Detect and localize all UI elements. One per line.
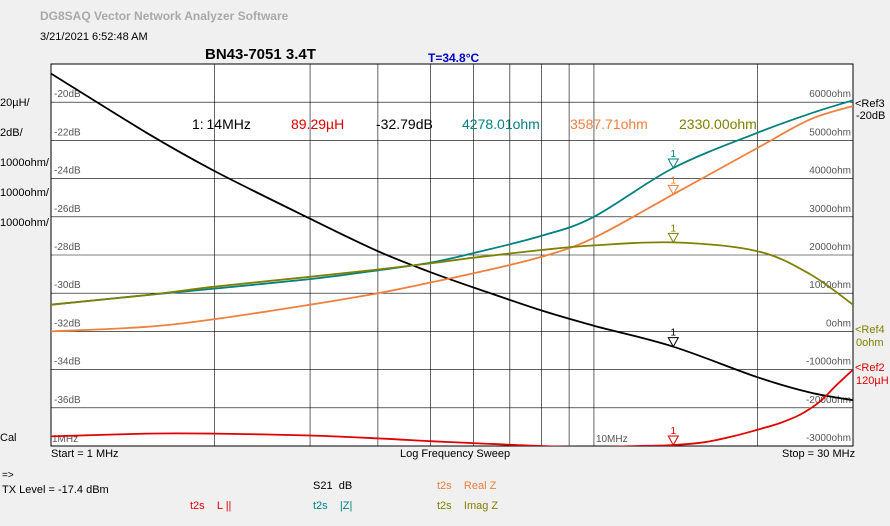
left-tick-label: -24dB: [54, 166, 81, 177]
marker-number: 1: [671, 223, 677, 234]
ref3-value: -20dB: [856, 110, 886, 122]
marker-triangle: [667, 158, 680, 170]
legend-name: L ||: [216, 500, 232, 512]
right-tick-label: 5000ohm: [809, 127, 851, 138]
scale-label-imagz: 1000ohm/: [0, 217, 49, 229]
timestamp: 3/21/2021 6:52:48 AM: [40, 31, 148, 43]
absz-trace: [51, 99, 853, 306]
sweep-start: Start = 1 MHz: [51, 448, 119, 460]
scale-label-realz: 1000ohm/: [0, 187, 49, 199]
legend-name: Real Z: [463, 480, 497, 492]
legend-prefix: t2s: [313, 500, 328, 512]
marker-number: 1: [671, 149, 677, 160]
traces: [51, 72, 853, 446]
right-tick-label: 2000ohm: [809, 242, 851, 253]
legend-name: dB: [338, 480, 353, 492]
legend-name: |Z|: [339, 500, 353, 512]
marker-id: 1:: [192, 116, 204, 132]
scale-label-inductance: 20µH/: [0, 97, 30, 109]
left-tick-label: -20dB: [54, 89, 81, 100]
left-tick-label: -26dB: [54, 204, 81, 215]
sweep-stop: Stop = 30 MHz: [782, 448, 856, 460]
right-tick-label: -2000ohm: [806, 395, 851, 406]
legend-prefix: t2s: [190, 500, 205, 512]
sweep-mode: Log Frequency Sweep: [400, 448, 511, 460]
right-tick-label: 3000ohm: [809, 204, 851, 215]
marker-number: 1: [671, 328, 677, 339]
inductance-trace: [51, 368, 853, 446]
legend-prefix: S21: [313, 480, 333, 492]
marker-readout-label: 1: 14MHz: [192, 116, 251, 132]
marker-freq: 14MHz: [206, 116, 251, 132]
s21-db-trace: [51, 72, 853, 402]
left-tick-label: -36dB: [54, 395, 81, 406]
legend-prefix: t2s: [437, 480, 452, 492]
legend-item-realz[interactable]: t2s Real Z: [437, 480, 496, 492]
right-tick-label: 4000ohm: [809, 166, 851, 177]
ref2-label: <Ref2: [855, 362, 885, 374]
realz-trace: [51, 105, 853, 333]
marker-number: 1: [671, 175, 677, 186]
left-tick-label: -22dB: [54, 127, 81, 138]
legend-item-inductance[interactable]: t2s L ||: [190, 500, 231, 512]
legend-name: Imag Z: [463, 500, 499, 512]
imagz-trace: [51, 241, 853, 306]
ref4-label: <Ref4: [855, 324, 885, 336]
readout-realz: 3587.71ohm: [570, 116, 648, 132]
marker-number: 1: [671, 426, 677, 437]
right-tick-label: 6000ohm: [809, 89, 851, 100]
x-tick-label: 10MHz: [596, 434, 628, 445]
legend-item-absz[interactable]: t2s |Z|: [313, 500, 352, 512]
axis-ticks: -20dB -22dB -24dB -26dB -28dB -30dB -32dB -34dB…: [52, 89, 851, 445]
right-tick-label: -1000ohm: [806, 357, 851, 368]
cal-label[interactable]: Cal: [0, 432, 17, 444]
readout-inductance: 89.29µH: [291, 116, 345, 132]
marker-triangle: [667, 337, 680, 348]
legend-item-s21[interactable]: S21 dB: [313, 480, 352, 492]
ref4-value: 0ohm: [856, 337, 884, 349]
left-tick-label: -28dB: [54, 242, 81, 253]
ref2-value: 120µH: [856, 375, 889, 387]
marker-triangle: [667, 435, 680, 447]
temperature-readout: T=34.8°C: [428, 51, 480, 65]
chart-title: BN43-7051 3.4T: [205, 46, 316, 63]
grid: [51, 64, 853, 446]
readout-imagz: 2330.00ohm: [679, 116, 757, 132]
left-tick-label: -34dB: [54, 357, 81, 368]
ref3-label: <Ref3: [855, 98, 885, 110]
readout-absz: 4278.01ohm: [462, 116, 540, 132]
right-tick-label: 0ohm: [826, 318, 851, 329]
marker-triangle: [667, 232, 680, 244]
legend-prefix: t2s: [437, 500, 452, 512]
scale-label-db: 2dB/: [0, 127, 23, 139]
tx-level: TX Level = -17.4 dBm: [2, 484, 109, 496]
prompt-arrow: =>: [2, 470, 14, 481]
markers: 1 1 1 1 1: [667, 149, 680, 447]
right-tick-label: -3000ohm: [806, 433, 851, 444]
legend-item-imagz[interactable]: t2s Imag Z: [437, 500, 498, 512]
readout-db: -32.79dB: [376, 116, 433, 132]
marker-triangle: [667, 184, 680, 196]
app-title: DG8SAQ Vector Network Analyzer Software: [40, 9, 289, 23]
left-tick-label: -30dB: [54, 280, 81, 291]
scale-label-absz: 1000ohm/: [0, 157, 49, 169]
right-tick-label: 1000ohm: [809, 280, 851, 291]
left-tick-label: -32dB: [54, 318, 81, 329]
x-tick-label-start: 1MHz: [52, 434, 78, 445]
